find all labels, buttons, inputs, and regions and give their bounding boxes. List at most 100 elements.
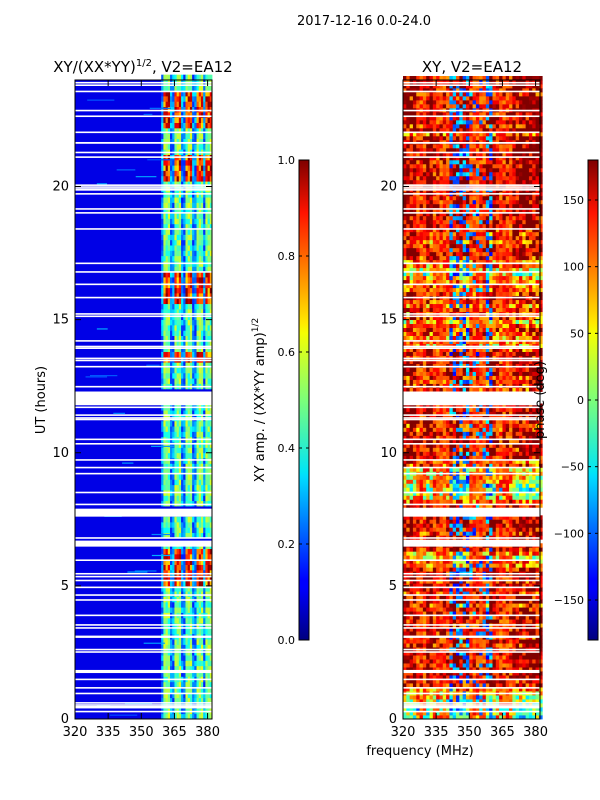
- amplitude-cell: [178, 479, 182, 486]
- phase-cell: [538, 663, 543, 668]
- phase-cell: [538, 691, 543, 696]
- phase-cell: [462, 695, 467, 700]
- phase-cell: [422, 655, 427, 660]
- amplitude-cell: [207, 95, 211, 102]
- amplitude-cell: [178, 127, 182, 134]
- phase-cell: [505, 523, 510, 528]
- phase-cell: [412, 675, 417, 680]
- phase-cell: [449, 563, 454, 568]
- phase-cell: [495, 515, 500, 520]
- amplitude-cell: [200, 159, 204, 166]
- amplitude-cell: [181, 324, 184, 331]
- amplitude-cell: [209, 85, 213, 92]
- phase-cell: [419, 683, 424, 688]
- phase-cell: [538, 631, 543, 636]
- amplitude-cell: [196, 117, 200, 123]
- amplitude-cell: [205, 553, 208, 560]
- phase-cell: [512, 603, 517, 608]
- phase-cell: [512, 683, 517, 688]
- amplitude-cell: [192, 229, 195, 235]
- amplitude-cell: [178, 442, 182, 448]
- phase-cell: [465, 599, 470, 604]
- phase-cell: [519, 655, 523, 660]
- amplitude-cell: [176, 324, 180, 331]
- amplitude-cell: [165, 165, 169, 171]
- amplitude-cell: [200, 197, 204, 203]
- amplitude-cell: [176, 239, 180, 246]
- phase-cell: [512, 567, 517, 572]
- phase-cell: [409, 551, 414, 556]
- amplitude-cell: [172, 234, 175, 241]
- amplitude-cell: [167, 655, 171, 661]
- amplitude-cell: [163, 479, 166, 486]
- phase-cell: [409, 591, 414, 596]
- phase-cell: [522, 555, 527, 560]
- amplitude-cell: [209, 234, 213, 241]
- amplitude-cell: [185, 447, 189, 454]
- phase-cell: [519, 579, 523, 584]
- amplitude-cell: [185, 271, 189, 278]
- amplitude-cell: [170, 697, 173, 704]
- phase-cell: [403, 531, 407, 536]
- phase-cell: [416, 515, 420, 520]
- phase-cell: [469, 699, 473, 704]
- amplitude-cell: [167, 713, 171, 720]
- phase-cell: [429, 639, 434, 644]
- phase-cell: [512, 675, 517, 680]
- amplitude-cell: [174, 346, 178, 352]
- amplitude-cell: [170, 218, 173, 225]
- phase-cell: [515, 575, 520, 580]
- amplitude-cell: [194, 234, 197, 241]
- phase-cell: [512, 663, 517, 668]
- amplitude-cell: [176, 671, 180, 677]
- amplitude-cell: [176, 277, 180, 283]
- amplitude-cell: [183, 308, 186, 315]
- phase-cell: [499, 523, 503, 528]
- amplitude-cell: [203, 362, 206, 368]
- phase-cell: [528, 679, 533, 684]
- phase-cell: [505, 707, 510, 712]
- phase-cell: [525, 515, 530, 520]
- phase-cell: [406, 563, 411, 568]
- phase-cell: [442, 715, 447, 720]
- phase-cell: [522, 527, 527, 532]
- phase-cell: [519, 619, 523, 624]
- amplitude-cell: [176, 175, 180, 182]
- phase-cell: [422, 563, 427, 568]
- phase-cell: [406, 523, 411, 528]
- amplitude-cell: [170, 660, 173, 667]
- phase-cell: [538, 655, 543, 660]
- phase-cell: [512, 599, 517, 604]
- phase-cell: [419, 607, 424, 612]
- phase-cell: [505, 663, 510, 668]
- phase-cell: [489, 583, 493, 588]
- phase-cell: [422, 607, 427, 612]
- phase-cell: [456, 595, 460, 600]
- phase-cell: [412, 607, 417, 612]
- amplitude-cell: [185, 74, 189, 81]
- amplitude-cell: [200, 335, 204, 342]
- amplitude-cell: [172, 442, 175, 448]
- amplitude-cell: [189, 287, 193, 294]
- amplitude-cell: [167, 170, 171, 177]
- amplitude-cell: [181, 420, 184, 427]
- phase-cell: [485, 531, 490, 536]
- amplitude-cell: [205, 527, 208, 534]
- amplitude-cell: [203, 639, 206, 645]
- phase-cell: [465, 611, 470, 616]
- amplitude-cell: [174, 410, 178, 416]
- phase-cell: [432, 575, 437, 580]
- phase-cell: [505, 687, 510, 692]
- amplitude-cell: [200, 644, 204, 651]
- phase-cell: [522, 619, 527, 624]
- amplitude-cell: [187, 303, 191, 310]
- amplitude-cell: [192, 655, 195, 661]
- amplitude-cell: [167, 500, 171, 507]
- phase-cell: [479, 675, 483, 680]
- phase-cell: [535, 567, 540, 572]
- phase-cell: [462, 627, 467, 632]
- phase-cell: [409, 679, 414, 684]
- amplitude-cell: [183, 665, 186, 672]
- phase-cell: [535, 503, 540, 508]
- phase-cell: [525, 607, 530, 612]
